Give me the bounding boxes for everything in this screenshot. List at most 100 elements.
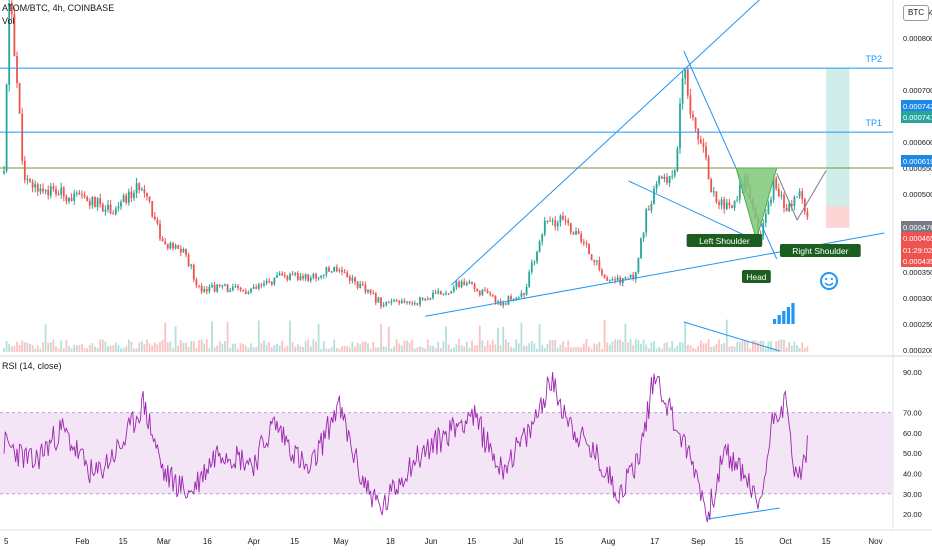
volume-bar <box>432 345 434 352</box>
price-tick-label: 0.000350 <box>903 268 932 277</box>
volume-bar <box>471 340 473 352</box>
volume-bar <box>463 346 466 352</box>
candle-body <box>478 291 481 296</box>
volume-bar <box>577 346 580 352</box>
volume-bar <box>239 342 242 352</box>
candle-body <box>705 146 707 158</box>
volume-bar <box>530 341 533 352</box>
candle-body <box>109 204 112 214</box>
price-badge-bg <box>901 100 932 112</box>
volume-bar <box>231 343 234 352</box>
rsi-tick-label: 50.00 <box>903 449 922 458</box>
candle-body <box>99 198 102 205</box>
volume-bar <box>668 347 671 352</box>
trendline-left[interactable] <box>628 180 763 244</box>
candle-body <box>689 95 692 115</box>
projection-down[interactable] <box>776 173 798 221</box>
candle-body <box>793 197 796 206</box>
time-tick-label: 15 <box>467 537 476 546</box>
smiley-mouth <box>824 282 834 286</box>
volume-bar <box>107 346 109 352</box>
candle-body <box>634 272 637 280</box>
volume-bar <box>294 346 297 352</box>
head-label: Head <box>746 272 767 282</box>
volume-bar <box>803 347 806 352</box>
currency-badge[interactable]: BTC <box>903 5 929 21</box>
candle-body <box>359 283 362 288</box>
candle-body <box>16 56 18 84</box>
volume-bar <box>775 341 778 352</box>
candle-body <box>153 216 156 220</box>
candle-body <box>348 276 351 281</box>
volume-bar <box>473 345 476 352</box>
candle-body <box>801 191 804 199</box>
candle-body <box>159 223 161 239</box>
candle-body <box>460 281 463 287</box>
candle-body <box>655 183 658 189</box>
target-label-tp2: TP2 <box>865 54 882 64</box>
signal-bars-icon <box>782 311 786 324</box>
volume-bar <box>798 347 801 352</box>
volume-bar <box>169 341 172 352</box>
volume-bar <box>21 340 24 352</box>
projection-up[interactable] <box>796 170 827 221</box>
trendline-resistance[interactable] <box>683 50 778 260</box>
candle-body <box>533 261 536 263</box>
candle-body <box>273 277 276 285</box>
volume-bar <box>135 348 138 352</box>
volume-bar <box>681 342 684 352</box>
volume-bar <box>356 342 359 352</box>
volume-bar <box>133 348 135 352</box>
volume-bar <box>403 340 406 352</box>
volume-bar <box>369 348 372 352</box>
price-badge-bg <box>901 221 932 233</box>
candle-body <box>497 301 499 303</box>
candle-body <box>663 176 666 179</box>
candle-body <box>86 196 89 201</box>
candle-body <box>283 275 286 277</box>
volume-bar <box>270 346 273 352</box>
candle-body <box>393 300 395 302</box>
volume-bar <box>153 342 156 352</box>
volume-bar <box>125 346 128 352</box>
volume-bar <box>250 343 252 352</box>
candle-body <box>237 286 239 288</box>
volume-bar <box>733 346 736 352</box>
candle-body <box>312 273 315 278</box>
volume-bar <box>286 345 289 352</box>
volume-bar <box>211 321 213 352</box>
volume-bar <box>299 346 302 352</box>
candle-body <box>632 274 635 280</box>
volume-bar <box>621 341 624 352</box>
volume-bar <box>767 341 770 352</box>
candle-body <box>65 196 68 202</box>
volume-bar <box>749 348 752 352</box>
volume-trendline[interactable] <box>683 321 780 352</box>
rsi-trendline[interactable] <box>706 507 780 520</box>
smiley-eye <box>830 277 833 281</box>
volume-bar <box>62 348 65 352</box>
candle-body <box>320 275 323 278</box>
trendline-channel-upper[interactable] <box>451 0 791 286</box>
time-tick-label: Sep <box>691 537 706 546</box>
candle-body <box>335 267 338 272</box>
candle-body <box>60 187 63 195</box>
volume-bar <box>491 339 494 352</box>
volume-bar <box>335 347 338 352</box>
volume-bar <box>676 345 679 352</box>
volume-bar <box>408 342 411 352</box>
time-tick-label: Mar <box>157 537 171 546</box>
volume-bar <box>523 345 525 352</box>
candle-body <box>351 277 354 281</box>
volume-bar <box>359 344 362 352</box>
volume-bar <box>458 339 460 352</box>
candle-body <box>642 232 645 239</box>
candle-body <box>697 128 700 140</box>
candle-body <box>413 303 416 305</box>
volume-bar <box>140 341 143 352</box>
time-tick-label: Aug <box>601 537 615 546</box>
candle-body <box>681 78 684 104</box>
candle-body <box>218 284 221 286</box>
head-label-bg <box>741 270 771 283</box>
